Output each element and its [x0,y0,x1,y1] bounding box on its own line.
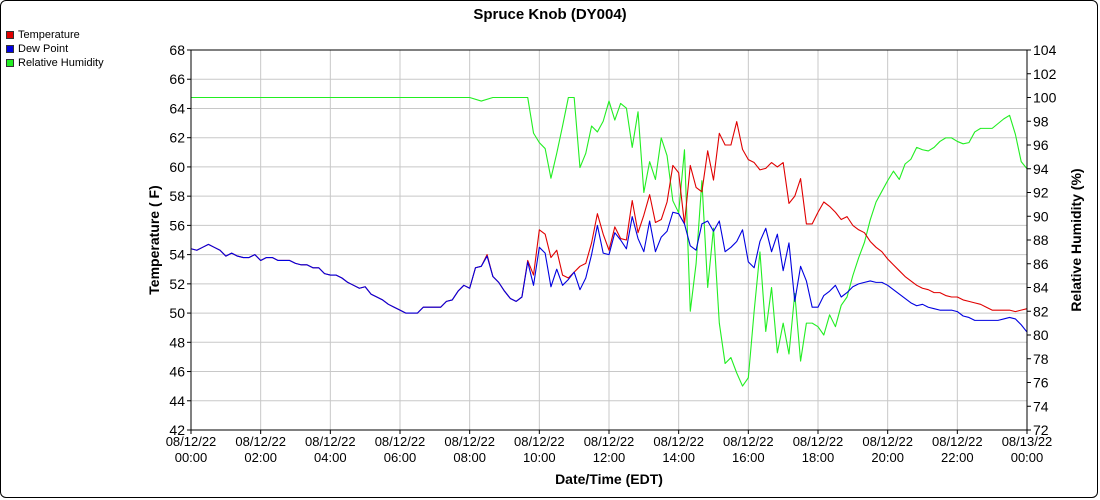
x-tick-time-label: 16:00 [732,450,765,465]
x-tick-time-label: 02:00 [244,450,277,465]
y2-tick-label: 86 [1033,256,1049,272]
y-tick-label: 52 [169,276,185,292]
legend-item-dew-point: Dew Point [6,42,104,56]
y2-tick-label: 74 [1033,398,1049,414]
y-tick-label: 46 [169,364,185,380]
x-tick-date-label: 08/12/22 [305,434,356,449]
y-tick-label: 62 [169,130,185,146]
y2-tick-label: 90 [1033,208,1049,224]
x-tick-date-label: 08/12/22 [862,434,913,449]
y2-tick-label: 92 [1033,185,1049,201]
x-tick-time-label: 22:00 [941,450,974,465]
y2-tick-label: 72 [1033,422,1049,438]
x-tick-date-label: 08/12/22 [723,434,774,449]
x-tick-time-label: 20:00 [871,450,904,465]
y2-tick-label: 96 [1033,137,1049,153]
x-tick-time-label: 18:00 [802,450,835,465]
x-tick-date-label: 08/12/22 [653,434,704,449]
x-tick-date-label: 08/12/22 [166,434,217,449]
legend-label-dew-point: Dew Point [18,43,69,55]
y-tick-label: 44 [169,393,185,409]
x-axis-label: Date/Time (EDT) [555,471,663,487]
legend-swatch-temperature [6,31,14,39]
legend: Temperature Dew Point Relative Humidity [6,28,104,70]
y2-tick-label: 80 [1033,327,1049,343]
series-line-relative-humidity [191,96,1028,387]
y2-tick-label: 104 [1033,42,1057,58]
y-tick-label: 50 [169,305,185,321]
grid-layer [190,49,1028,431]
y-tick-label: 54 [169,247,185,263]
y-tick-label: 48 [169,334,185,350]
x-tick-time-label: 04:00 [314,450,347,465]
y-tick-label: 60 [169,159,185,175]
y-tick-label: 42 [169,422,185,438]
legend-item-temperature: Temperature [6,28,104,42]
x-tick-time-label: 10:00 [523,450,556,465]
x-tick-time-label: 14:00 [662,450,695,465]
y2-tick-label: 100 [1033,90,1057,106]
x-tick-date-label: 08/13/22 [1002,434,1053,449]
y2-tick-label: 102 [1033,66,1057,82]
legend-swatch-relative-humidity [6,59,14,67]
x-tick-time-label: 00:00 [1011,450,1044,465]
y-tick-label: 68 [169,42,185,58]
x-tick-time-label: 08:00 [453,450,486,465]
x-tick-date-label: 08/12/22 [444,434,495,449]
x-tick-time-label: 00:00 [175,450,208,465]
series-layer [190,96,1028,387]
y2-tick-label: 84 [1033,280,1049,296]
legend-item-relative-humidity: Relative Humidity [6,56,104,70]
x-tick-date-label: 08/12/22 [932,434,983,449]
chart-title: Spruce Knob (DY004) [473,6,626,23]
y2-tick-label: 98 [1033,113,1049,129]
x-tick-date-label: 08/12/22 [584,434,635,449]
legend-label-temperature: Temperature [18,29,80,41]
x-tick-time-label: 12:00 [593,450,626,465]
legend-swatch-dew-point [6,45,14,53]
tick-layer: 42 44 46 48 50 52 54 56 58 60 62 64 66 68 72 74 76 78 80 82… [166,42,1057,465]
y2-axis-label: Relative Humidity (%) [1068,168,1084,311]
y2-tick-label: 78 [1033,351,1049,367]
y-tick-label: 66 [169,71,185,87]
y-tick-label: 58 [169,188,185,204]
x-tick-date-label: 08/12/22 [514,434,565,449]
x-tick-time-label: 06:00 [384,450,417,465]
y2-tick-label: 82 [1033,303,1049,319]
legend-label-relative-humidity: Relative Humidity [18,57,104,69]
x-tick-date-label: 08/12/22 [375,434,426,449]
y2-tick-label: 76 [1033,375,1049,391]
x-tick-date-label: 08/12/22 [793,434,844,449]
y2-tick-label: 88 [1033,232,1049,248]
y2-tick-label: 94 [1033,161,1049,177]
x-tick-date-label: 08/12/22 [235,434,286,449]
y-axis-label: Temperature ( F) [146,185,162,294]
y-tick-label: 64 [169,100,185,116]
series-line-dew-point [190,211,1028,333]
y-tick-label: 56 [169,217,185,233]
